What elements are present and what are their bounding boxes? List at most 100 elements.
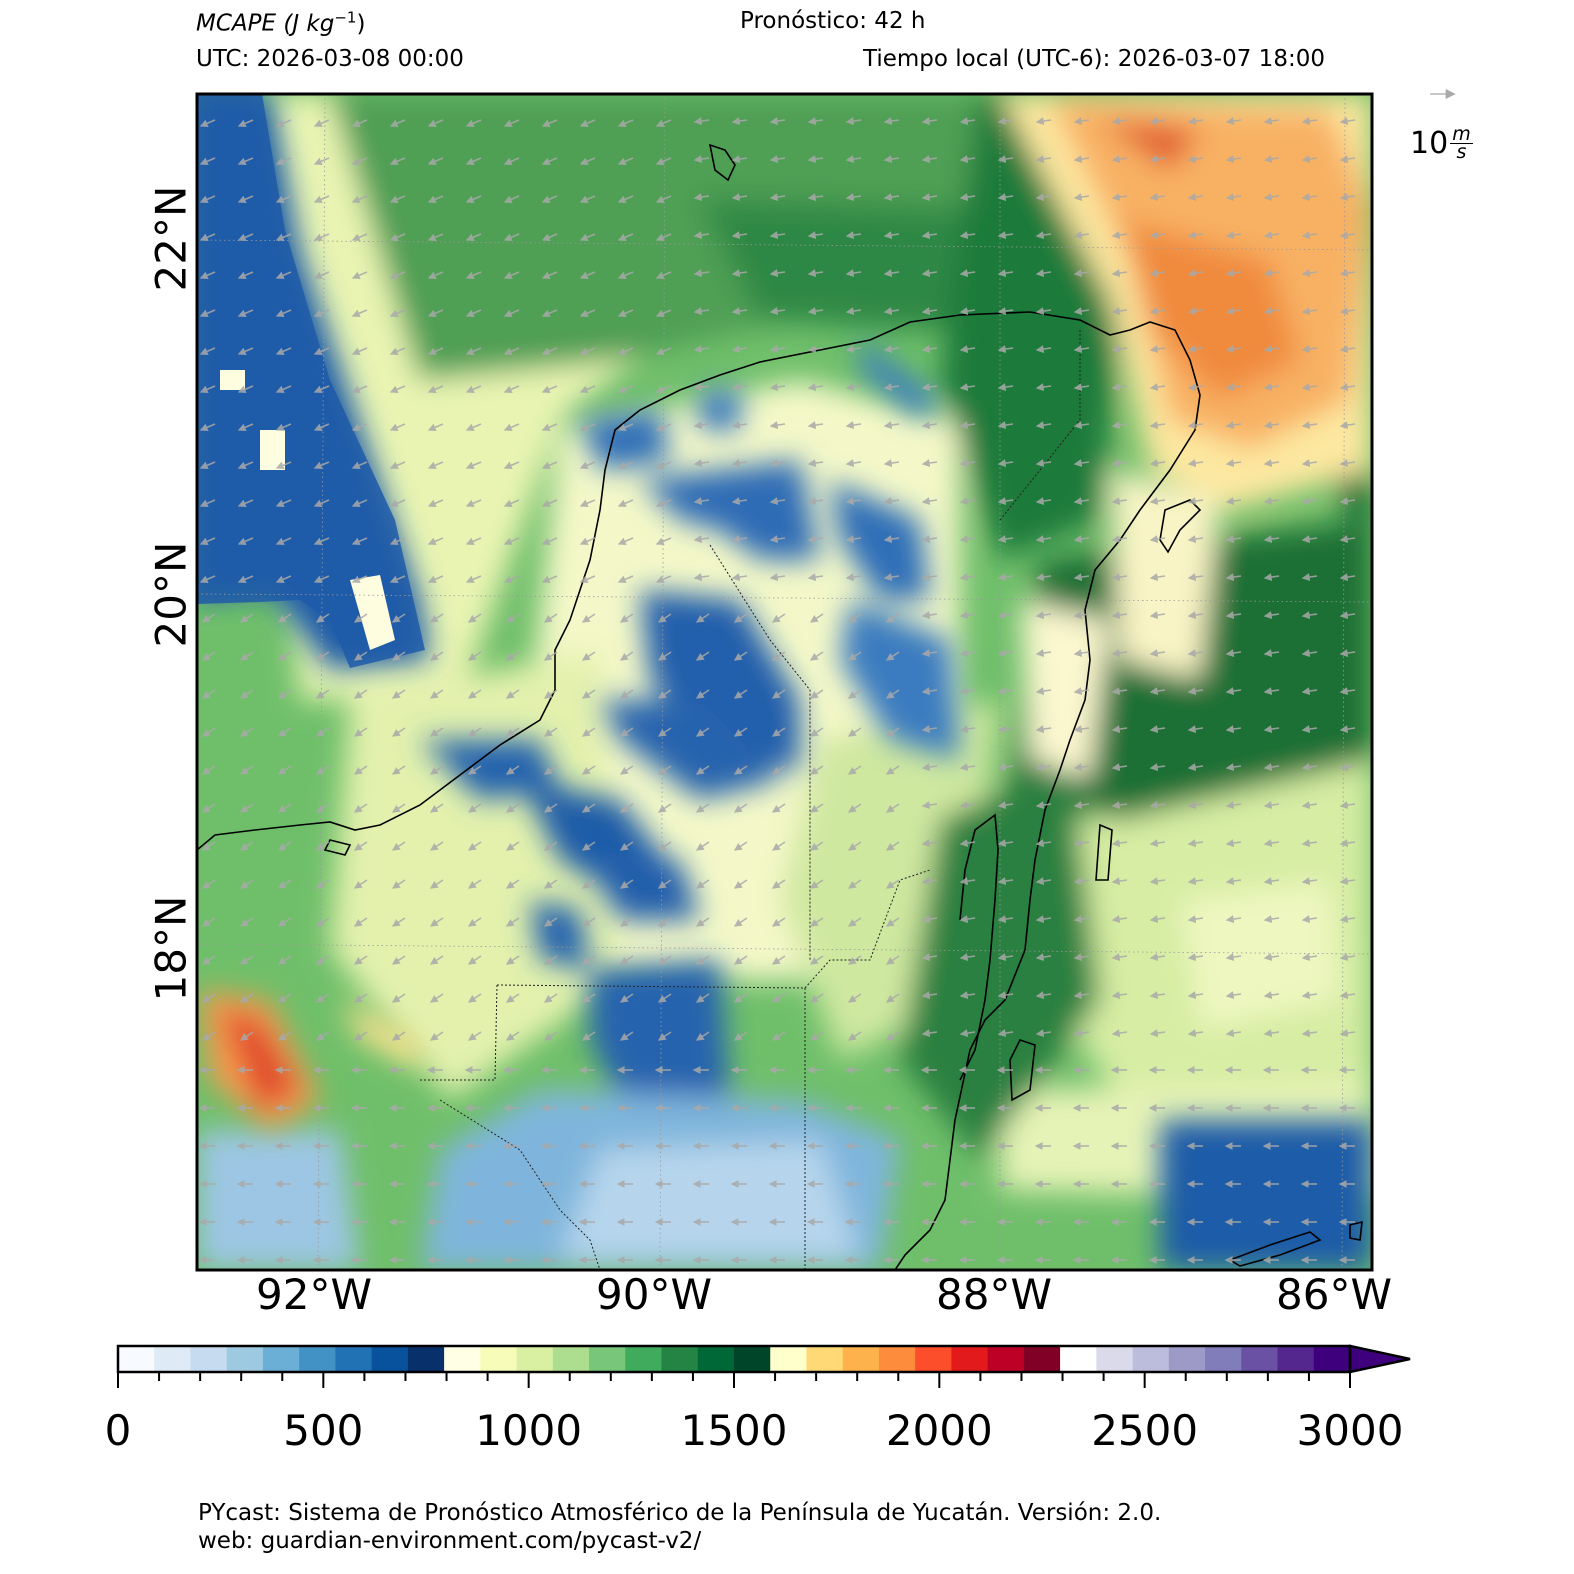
wind-arrow (1187, 611, 1204, 620)
wind-arrow (1149, 687, 1166, 696)
wind-arrow (353, 727, 368, 737)
wind-arrow (769, 307, 786, 316)
wind-arrow (237, 157, 254, 166)
wind-arrow (391, 765, 406, 775)
variable-units: (J kg−1) (283, 8, 366, 37)
wind-arrow (1339, 1029, 1356, 1038)
wind-arrow (655, 233, 672, 242)
wind-arrow (809, 879, 824, 889)
wind-arrow (239, 803, 254, 813)
wind-arrow (351, 347, 368, 356)
wind-arrow (427, 157, 444, 166)
colorbar-swatch (444, 1346, 481, 1372)
colorbar-swatch (770, 1346, 807, 1372)
wind-arrow (885, 917, 900, 927)
wind-arrow (693, 155, 710, 164)
wind-arrow (543, 955, 558, 965)
wind-arrow (885, 765, 900, 775)
wind-arrow (315, 841, 330, 851)
wind-arrow (1073, 839, 1090, 848)
wind-arrow (391, 689, 406, 699)
wind-arrow (769, 421, 786, 430)
wind-arrow (1339, 459, 1356, 468)
wind-arrow (1073, 383, 1090, 392)
colorbar-swatch (407, 1346, 445, 1372)
wind-arrow (389, 537, 406, 546)
wind-arrow (201, 727, 216, 737)
wind-arrow (959, 345, 976, 354)
wind-arrow (389, 423, 406, 432)
wind-arrow (1187, 1029, 1204, 1038)
wind-arrow (351, 195, 368, 204)
wind-arrow (921, 269, 938, 278)
wind-arrow (503, 385, 520, 394)
wind-arrow (1073, 649, 1090, 658)
wind-arrow (769, 497, 786, 506)
wind-arrow (959, 193, 976, 202)
wind-arrow (275, 499, 292, 508)
wind-arrow (277, 727, 292, 737)
colorbar-swatch (262, 1346, 300, 1372)
wind-arrow (1225, 687, 1242, 696)
wind-arrow (1187, 231, 1204, 240)
wind-arrow (427, 385, 444, 394)
wind-arrow (1187, 839, 1204, 848)
wind-arrow (1035, 801, 1052, 810)
wind-arrow (807, 193, 824, 202)
wind-arrow (921, 915, 938, 924)
wind-arrow (1187, 269, 1204, 278)
wind-arrow (199, 233, 216, 242)
wind-arrow (1149, 801, 1166, 810)
wind-arrow (1339, 611, 1356, 620)
local-time: Tiempo local (UTC-6): 2026-03-07 18:00 (863, 46, 1325, 72)
wind-arrow (1187, 763, 1204, 772)
wind-arrow (201, 613, 216, 623)
wind-arrow (657, 651, 672, 661)
wind-arrow (731, 535, 748, 544)
wind-arrow (959, 573, 976, 582)
wind-arrow (1339, 915, 1356, 924)
wind-arrow (617, 271, 634, 280)
wind-arrow (1035, 383, 1052, 392)
wind-arrow (997, 991, 1014, 1000)
wind-arrow (845, 497, 862, 506)
wind-arrow (921, 155, 938, 164)
wind-arrow (391, 841, 406, 851)
wind-arrow (1263, 839, 1280, 848)
wind-arrow (201, 1031, 216, 1041)
wind-arrow (1149, 877, 1166, 886)
wind-arrow (467, 993, 482, 1003)
wind-arrow (1187, 649, 1204, 658)
wind-arrow (733, 689, 748, 699)
wind-arrow (1339, 193, 1356, 202)
wind-arrow (505, 955, 520, 965)
wind-arrow (391, 879, 406, 889)
wind-arrow (199, 385, 216, 394)
wind-arrow (1073, 345, 1090, 354)
wind-arrow (733, 803, 748, 813)
wind-arrow (847, 993, 862, 1003)
wind-arrow (695, 689, 710, 699)
wind-arrow (275, 233, 292, 242)
wind-arrow (1111, 497, 1128, 506)
wind-arrow (693, 573, 710, 582)
wind-arrow (467, 841, 482, 851)
wind-arrow (959, 269, 976, 278)
wind-arrow (997, 611, 1014, 620)
wind-arrow (1073, 991, 1090, 1000)
wind-arrow (997, 915, 1014, 924)
wind-arrow (1263, 573, 1280, 582)
wind-arrow (579, 423, 596, 432)
wind-arrow (809, 727, 824, 737)
wind-arrow (353, 613, 368, 623)
wind-arrow (695, 917, 710, 927)
wind-arrow (427, 195, 444, 204)
wind-arrow (503, 195, 520, 204)
wind-arrow (467, 1031, 482, 1041)
wind-arrow (505, 917, 520, 927)
wind-arrow (1187, 307, 1204, 316)
wind-arrow (467, 955, 482, 965)
wind-arrow (733, 917, 748, 927)
wind-arrow (809, 955, 824, 965)
wind-arrow (1339, 421, 1356, 430)
